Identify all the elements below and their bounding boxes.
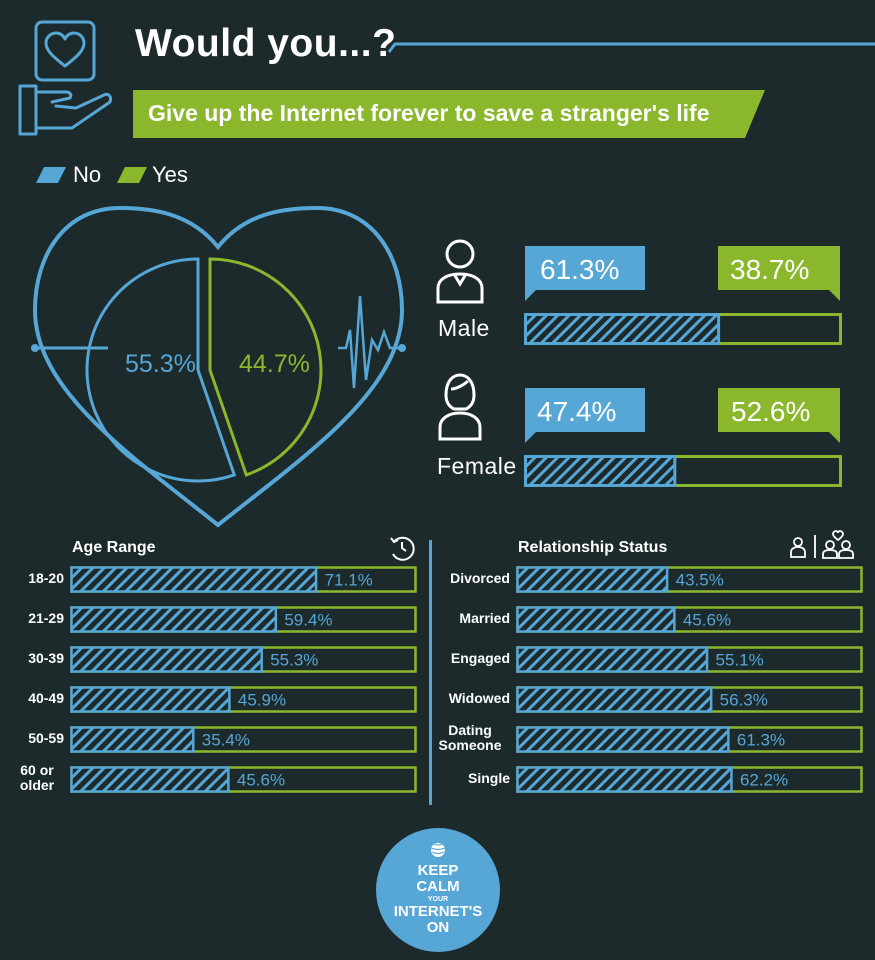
female-user-icon (438, 373, 482, 441)
female-yes-box-tail (828, 431, 840, 443)
heart-pie-chart (31, 205, 406, 528)
banner-edge (745, 90, 765, 138)
relationship-status-title: Relationship Status (518, 539, 668, 556)
relationship-row-label: Widowed (448, 690, 510, 706)
female-yes-box (718, 388, 840, 432)
page-subtitle: Give up the Internet forever to save a s… (148, 100, 710, 126)
age-row-bar: 55.3% (70, 646, 417, 673)
male-no-box (525, 246, 645, 290)
badge-line-1: KEEP (417, 862, 459, 879)
age-row-label: 21-29 (28, 610, 64, 626)
age-row-bar-fill (70, 646, 263, 673)
male-yes-box (718, 246, 840, 290)
female-no-box-tail (525, 431, 537, 443)
male-user-icon (436, 239, 484, 304)
pie-slice-yes (208, 257, 323, 477)
female-bar (524, 455, 842, 487)
relationship-row-value: 62.2% (740, 771, 788, 790)
male-no-value: 61.3% (540, 254, 620, 285)
subtitle-banner (133, 90, 745, 138)
age-row-bar: 59.4% (70, 606, 417, 633)
relationship-row-bar: 61.3% (516, 726, 863, 753)
age-row-value: 55.3% (270, 651, 318, 670)
age-row-label: 30-39 (28, 650, 64, 666)
section-divider (429, 540, 432, 805)
male-no-box-tail (525, 289, 537, 301)
relationship-row-bar-fill (516, 686, 713, 713)
page-title: Would you...? (135, 22, 397, 65)
male-label: Male (438, 315, 490, 341)
male-bar (524, 313, 842, 345)
relationship-row-bar: 43.5% (516, 566, 863, 593)
globe-logo-icon (430, 843, 446, 857)
clock-history-icon (390, 536, 415, 561)
heart-outline (32, 205, 405, 528)
legend-yes-swatch (117, 167, 147, 183)
badge-line-4: INTERNET'S (393, 903, 483, 920)
relationship-row-bar-fill (516, 726, 730, 753)
relationship-row-bar: 56.3% (516, 686, 863, 713)
age-row-value: 59.4% (284, 611, 332, 630)
heart-right-dot (398, 344, 406, 352)
pie-slice-no (85, 257, 237, 483)
relationship-row-label: Engaged (450, 650, 510, 666)
age-row-bar-fill (70, 726, 195, 753)
pie-label-yes: 44.7% (239, 350, 310, 378)
age-row-label: 18-20 (28, 570, 64, 586)
age-row-bar-fill (70, 686, 231, 713)
relationship-row-label: Single (467, 770, 510, 786)
age-row-bar-fill (70, 766, 230, 793)
female-no-value: 47.4% (537, 396, 617, 427)
relationship-row-value: 43.5% (676, 571, 724, 590)
badge-line-2: CALM (416, 878, 460, 895)
relationship-row-bar-fill (516, 606, 676, 633)
age-row-value: 71.1% (325, 571, 373, 590)
male-bar-fill (524, 313, 721, 345)
legend-no-swatch (36, 167, 66, 183)
relationship-row-value: 61.3% (737, 731, 785, 750)
age-range-title: Age Range (72, 539, 156, 556)
female-no-box (525, 388, 645, 432)
age-row-label: 50-59 (28, 730, 64, 746)
pie-label-no: 55.3% (125, 350, 196, 378)
relationship-row-value: 45.6% (683, 611, 731, 630)
relationship-row-label: Divorced (450, 570, 510, 586)
relationship-row-bar-fill (516, 566, 669, 593)
age-row-label: 60 or older (19, 762, 55, 793)
relationship-row-value: 56.3% (720, 691, 768, 710)
age-row-value: 45.6% (237, 771, 285, 790)
age-row-bar-fill (70, 566, 318, 593)
female-yes-value: 52.6% (731, 396, 811, 427)
heart-left-dot (31, 344, 39, 352)
relationship-row-value: 55.1% (716, 651, 764, 670)
heartbeat-line (338, 295, 402, 389)
male-yes-box-tail (828, 289, 840, 301)
keep-calm-badge (376, 828, 500, 952)
age-row-bar: 35.4% (70, 726, 417, 753)
relationship-row-bar-fill (516, 646, 709, 673)
people-heart-icon (790, 530, 854, 559)
legend-yes-label: Yes (152, 162, 188, 187)
age-row-bar: 71.1% (70, 566, 417, 593)
age-row-bar: 45.9% (70, 686, 417, 713)
age-row-label: 40-49 (28, 690, 64, 706)
age-row-bar-fill (70, 606, 278, 633)
badge-line-5: ON (426, 919, 450, 936)
female-label: Female (437, 453, 517, 479)
relationship-row-label: Dating Someone (438, 722, 502, 753)
relationship-row-bar: 62.2% (516, 766, 863, 793)
female-bar-fill (524, 455, 677, 487)
hand-holding-heart-icon (18, 20, 112, 136)
age-row-value: 35.4% (202, 731, 250, 750)
relationship-row-bar: 45.6% (516, 606, 863, 633)
age-row-bar: 45.6% (70, 766, 417, 793)
age-row-value: 45.9% (238, 691, 286, 710)
relationship-row-bar: 55.1% (516, 646, 863, 673)
legend-no-label: No (73, 162, 102, 187)
male-yes-value: 38.7% (730, 254, 810, 285)
relationship-row-bar-fill (516, 766, 733, 793)
title-decoration (387, 42, 875, 53)
badge-line-3: YOUR (427, 896, 449, 903)
relationship-row-label: Married (459, 610, 510, 626)
